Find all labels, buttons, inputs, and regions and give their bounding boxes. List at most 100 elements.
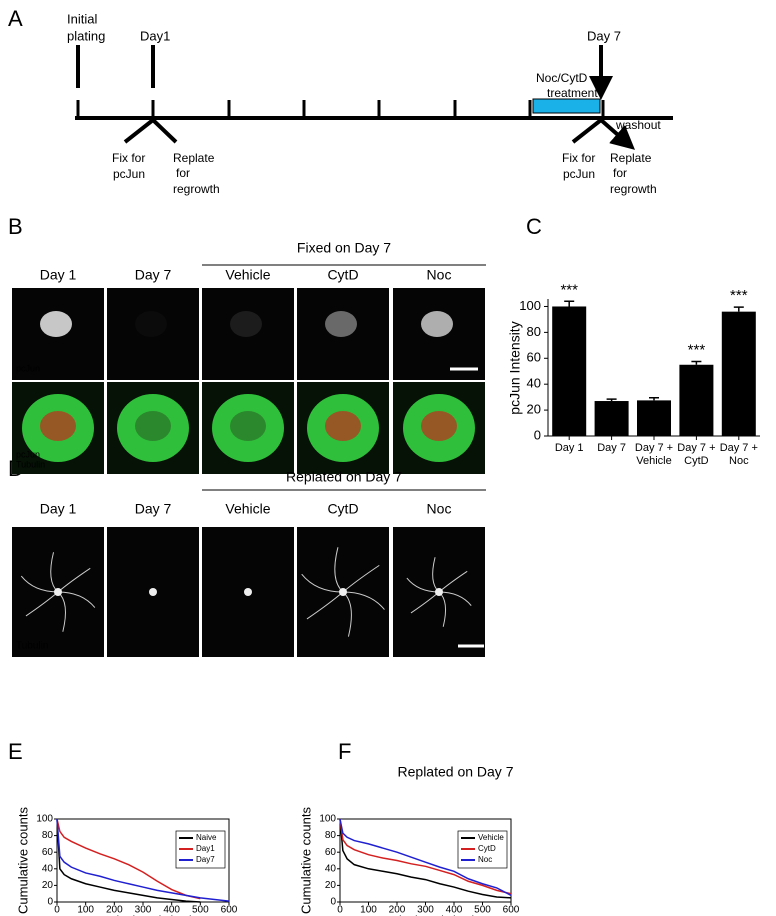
x-tick-label: 200 [389, 905, 406, 916]
stain-label: pcJun [16, 363, 40, 373]
group-header: Replated on Day 7 [286, 469, 402, 485]
column-header: Noc [427, 267, 452, 283]
bar [552, 306, 587, 436]
y-tick-label: 80 [42, 830, 54, 841]
column-header: Noc [427, 501, 452, 517]
micrograph [202, 288, 294, 380]
timeline-label: pcJun [113, 167, 145, 181]
legend-label: CytD [478, 844, 496, 853]
y-tick-label: 20 [527, 402, 541, 417]
y-tick-label: 20 [325, 880, 337, 891]
panel-letter: B [8, 214, 23, 239]
x-tick-label: 400 [446, 905, 463, 916]
panel-letter: A [8, 6, 23, 31]
day-ticks [76, 100, 605, 118]
column-header: Day 1 [40, 501, 77, 517]
significance: *** [688, 341, 706, 358]
y-axis-label: Cumulative counts [15, 807, 30, 914]
column-header: Day 7 [135, 501, 172, 517]
timeline-label: washout [615, 118, 661, 132]
x-tick-label: 100 [77, 905, 94, 916]
column-header: Day 1 [40, 267, 77, 283]
panel-letter: C [526, 214, 542, 239]
y-tick-label: 100 [319, 814, 336, 825]
y-tick-label: 40 [325, 863, 337, 874]
arrows-split [123, 118, 626, 142]
timeline [75, 45, 673, 142]
significance: *** [560, 281, 578, 298]
series-line [339, 818, 512, 895]
error-bar [691, 360, 702, 365]
timeline-label: regrowth [173, 182, 220, 196]
bar [594, 401, 629, 436]
series-line [56, 818, 201, 903]
soma [244, 588, 252, 596]
y-tick-label: 40 [42, 863, 54, 874]
y-tick-label: 100 [519, 298, 541, 313]
soma [435, 588, 443, 596]
y-tick-label: 80 [527, 324, 541, 339]
legend-label: Noc [478, 855, 492, 864]
y-tick-label: 40 [527, 376, 541, 391]
error-bar [564, 300, 575, 307]
x-tick-label: 600 [221, 905, 238, 916]
y-tick-label: 0 [534, 427, 541, 442]
micrograph [107, 288, 199, 380]
soma [339, 588, 347, 596]
x-tick-label: 500 [474, 905, 491, 916]
y-tick-label: 0 [330, 897, 336, 908]
nucleus [135, 411, 171, 441]
soma [149, 588, 157, 596]
y-tick-label: 80 [325, 830, 337, 841]
soma [54, 588, 62, 596]
timeline-label: Replate [610, 151, 652, 165]
nucleus [135, 311, 167, 337]
x-tick-label: Day 1 [554, 442, 584, 454]
legend-label: Vehicle [478, 833, 504, 842]
timeline-label: treatment [547, 86, 598, 100]
column-header: Vehicle [225, 267, 270, 283]
nucleus [230, 311, 262, 337]
x-tick-label: 100 [360, 905, 377, 916]
nucleus [325, 311, 357, 337]
column-header: CytD [327, 267, 358, 283]
arrows-down [76, 45, 601, 88]
neurite [342, 591, 385, 610]
stain-label: Tubulin [16, 641, 48, 652]
y-tick-label: 0 [47, 897, 53, 908]
error-bar [733, 306, 744, 312]
series-line [339, 818, 512, 899]
x-tick-label: 0 [337, 905, 343, 916]
error-bar [649, 397, 659, 401]
panel-letter: E [8, 739, 23, 764]
x-axis-label: neurite length (μm) [93, 913, 194, 916]
x-axis-label: neurite length (μm) [375, 913, 476, 916]
significance: *** [730, 287, 748, 304]
stain-label: pcJun [16, 449, 40, 459]
timeline-label: for [176, 166, 190, 180]
nucleus [40, 311, 72, 337]
series-line [56, 818, 230, 902]
nucleus [421, 311, 453, 337]
legend-label: Naive [196, 833, 217, 842]
y-tick-label: 100 [36, 814, 53, 825]
chart-title: Replated on Day 7 [398, 764, 514, 780]
y-axis-label: Cumulative counts [298, 807, 313, 914]
series-line [56, 818, 201, 900]
timeline-label: Noc/CytD [536, 71, 588, 85]
nucleus [325, 411, 361, 441]
bar [637, 400, 671, 436]
x-tick-label: 400 [163, 905, 180, 916]
timeline-label: for [613, 166, 627, 180]
timeline-label: Fix for [562, 151, 595, 165]
bar [721, 311, 756, 436]
y-tick-label: 20 [42, 880, 54, 891]
x-tick-label: Day 7 + Noc [719, 442, 758, 467]
bar [679, 364, 714, 436]
y-tick-label: 60 [325, 847, 337, 858]
nucleus [421, 411, 457, 441]
panel-letter: F [338, 739, 351, 764]
x-tick-label: 200 [106, 905, 123, 916]
